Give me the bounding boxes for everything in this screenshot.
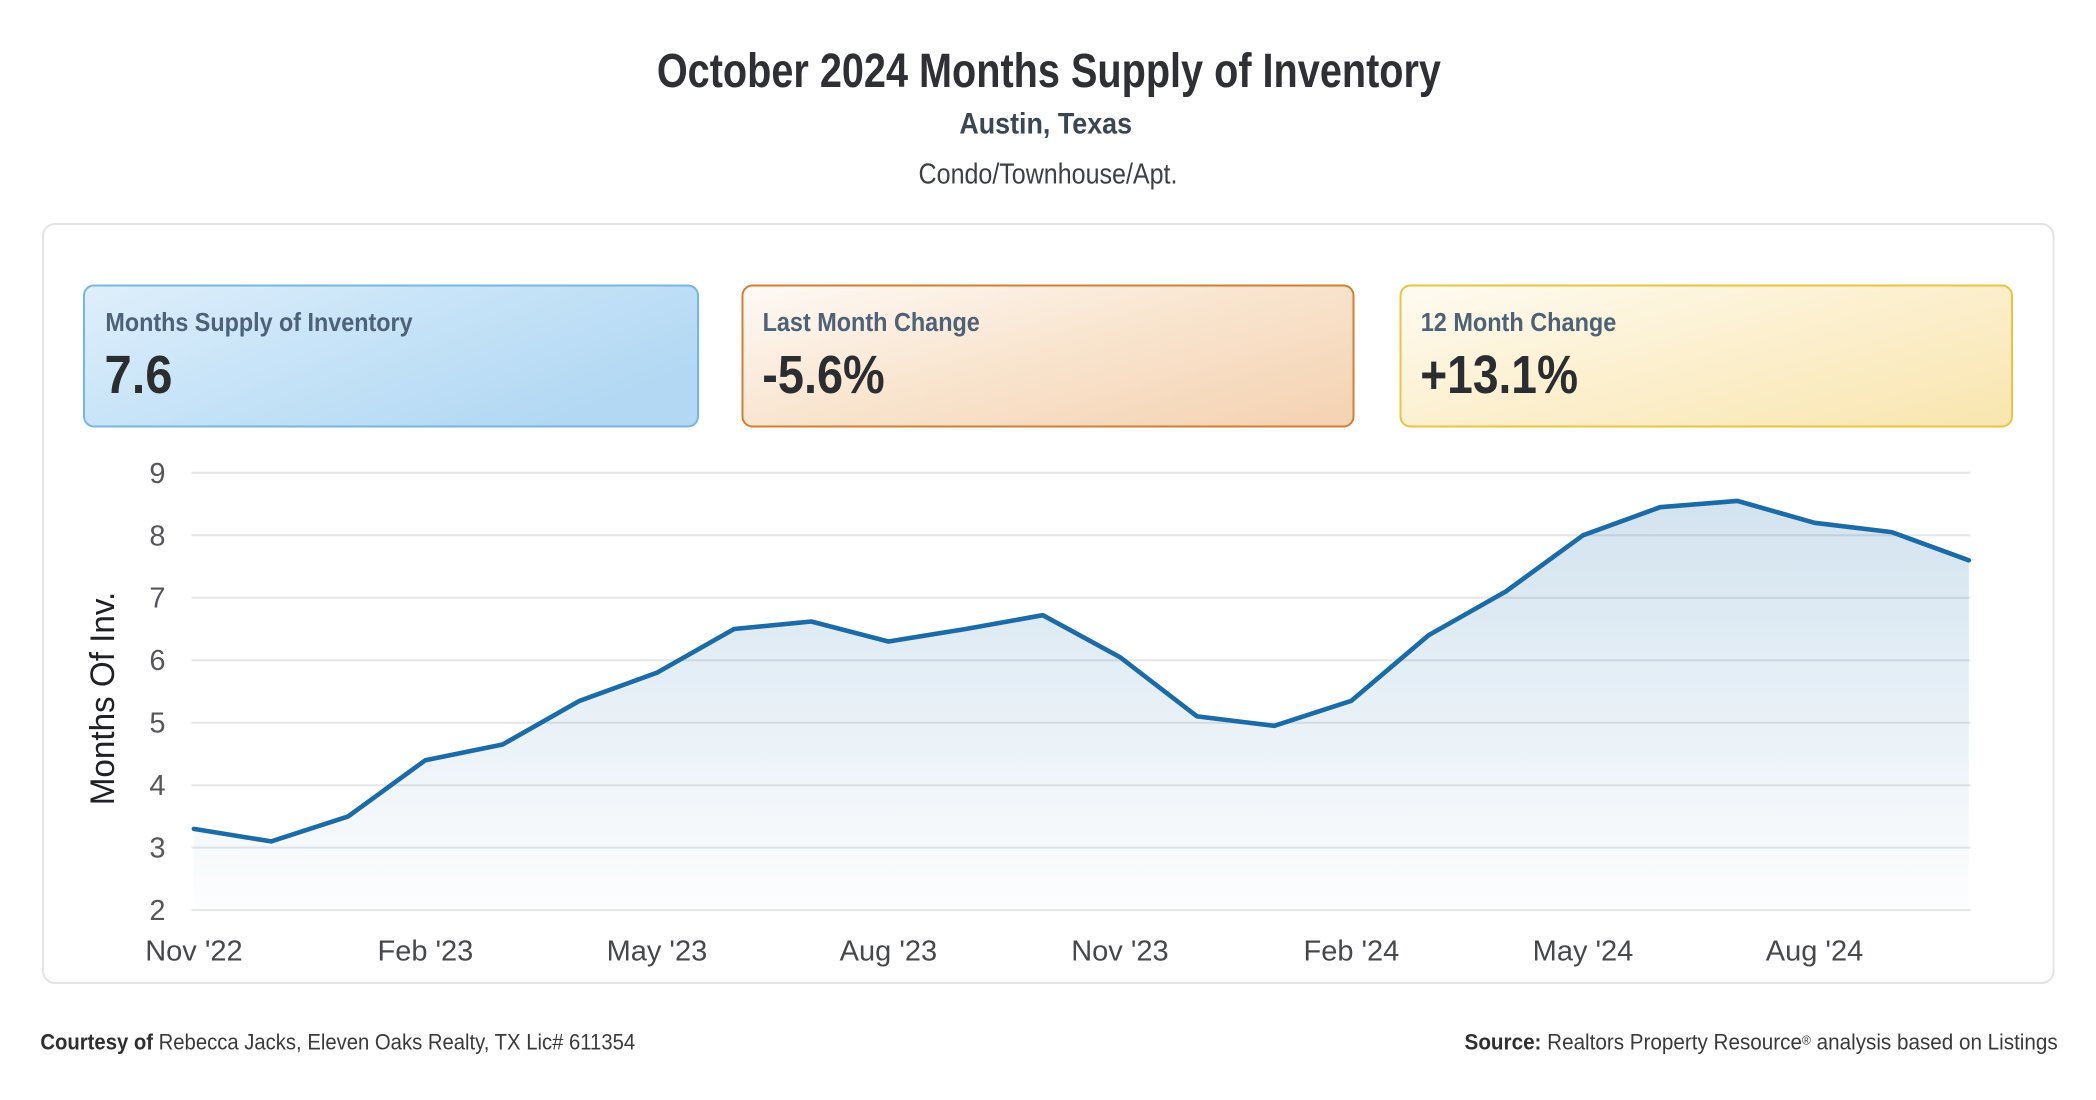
svg-text:+13.1%: +13.1% (1420, 345, 1578, 405)
svg-text:Source: Realtors Property Reso: Source: Realtors Property Resource® anal… (1465, 1030, 2058, 1055)
svg-text:6: 6 (149, 645, 165, 677)
svg-text:12 Month Change: 12 Month Change (1421, 309, 1617, 337)
svg-text:3: 3 (149, 833, 165, 865)
svg-text:Feb '23: Feb '23 (377, 936, 473, 968)
svg-text:Nov '22: Nov '22 (145, 936, 242, 968)
svg-text:Months Of Inv.: Months Of Inv. (85, 592, 122, 806)
svg-text:Condo/Townhouse/Apt.: Condo/Townhouse/Apt. (919, 157, 1178, 190)
svg-text:Last Month Change: Last Month Change (763, 309, 980, 337)
svg-text:8: 8 (149, 520, 165, 552)
svg-text:October 2024 Months Supply of: October 2024 Months Supply of Inventory (657, 44, 1442, 97)
svg-text:2: 2 (149, 895, 165, 927)
svg-text:-5.6%: -5.6% (762, 344, 884, 405)
svg-text:Nov '23: Nov '23 (1071, 936, 1168, 968)
svg-text:Aug '24: Aug '24 (1766, 936, 1863, 968)
svg-text:9: 9 (149, 458, 165, 490)
svg-text:May '24: May '24 (1533, 936, 1634, 968)
svg-text:7.6: 7.6 (105, 344, 173, 405)
svg-text:5: 5 (149, 708, 165, 740)
svg-text:7: 7 (149, 583, 165, 615)
svg-text:Courtesy of Rebecca Jacks, Ele: Courtesy of Rebecca Jacks, Eleven Oaks R… (40, 1031, 635, 1055)
svg-text:Feb '24: Feb '24 (1303, 936, 1399, 968)
svg-text:Austin, Texas: Austin, Texas (959, 107, 1132, 141)
svg-text:Months Supply of Inventory: Months Supply of Inventory (105, 309, 412, 337)
svg-text:May '23: May '23 (607, 936, 708, 968)
svg-text:Aug '23: Aug '23 (840, 936, 937, 968)
svg-text:4: 4 (149, 770, 165, 802)
